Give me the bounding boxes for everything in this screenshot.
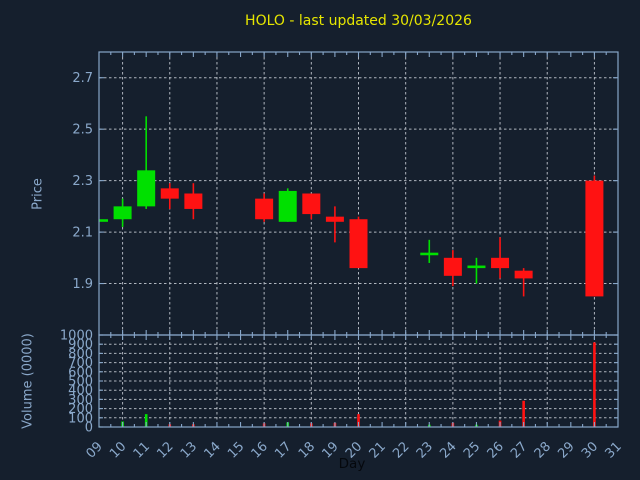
price-tick-label: 2.1 — [72, 226, 93, 241]
day-tick-label: 22 — [390, 439, 412, 461]
day-tick-label: 26 — [485, 439, 507, 461]
volume-bars — [99, 342, 596, 427]
axis-ticks — [99, 52, 618, 428]
candle-body-day-23 — [420, 252, 439, 256]
day-tick-label: 25 — [461, 439, 483, 461]
candle-body-day-19 — [325, 216, 344, 222]
day-tick-label: 24 — [437, 439, 459, 461]
price-tick-label: 2.5 — [72, 123, 93, 138]
day-tick-label: 27 — [508, 439, 530, 461]
volume-tick-label: 900 — [68, 338, 93, 353]
candle-body-day-17 — [278, 190, 297, 222]
volume-tick-label: 100 — [68, 411, 93, 426]
day-tick-label: 31 — [603, 439, 625, 461]
day-tick-label: 10 — [107, 439, 129, 461]
candle-body-day-9 — [99, 219, 108, 222]
gridlines — [99, 52, 618, 427]
candles — [99, 116, 604, 297]
volume-tick-label: 300 — [68, 393, 93, 408]
volume-tick-label: 1000 — [60, 329, 93, 344]
day-tick-label: 28 — [532, 439, 554, 461]
candle-body-day-25 — [467, 265, 486, 269]
volume-tick-label: 500 — [68, 375, 93, 390]
day-tick-label: 09 — [84, 439, 106, 461]
day-tick-label: 23 — [414, 439, 436, 461]
volume-bar-day-30 — [593, 342, 596, 427]
price-tick-label: 2.7 — [72, 71, 93, 86]
volume-tick-label: 0 — [85, 421, 93, 436]
candle-body-day-13 — [184, 193, 203, 209]
candle-body-day-16 — [255, 198, 274, 220]
candle-body-day-12 — [160, 188, 179, 199]
volume-tick-label: 700 — [68, 356, 93, 371]
price-axis-label: Price — [30, 178, 46, 210]
candle-body-day-26 — [491, 257, 510, 269]
volume-bar-day-11 — [144, 414, 148, 427]
tick-labels: 1.9 2.1 2.3 2.5 2.7 0100200300400500600700800… — [60, 71, 625, 461]
price-tick-label: 1.9 — [72, 277, 93, 292]
day-tick-label: 29 — [555, 439, 577, 461]
day-tick-label: 11 — [131, 439, 153, 461]
day-tick-label: 13 — [178, 439, 200, 461]
candle-body-day-10 — [113, 206, 132, 220]
volume-tick-label: 200 — [68, 402, 93, 417]
day-tick-label: 18 — [296, 439, 318, 461]
volume-tick-label: 400 — [68, 384, 93, 399]
day-tick-label: 30 — [579, 439, 601, 461]
candle-body-day-30 — [585, 180, 604, 297]
candle-body-day-11 — [137, 170, 156, 207]
candle-body-day-24 — [443, 257, 462, 276]
price-tick-label: 2.3 — [72, 174, 93, 189]
day-tick-label: 21 — [367, 439, 389, 461]
chart-title: HOLO - last updated 30/03/2026 — [245, 13, 472, 29]
volume-bar-day-27 — [522, 400, 525, 427]
volume-tick-label: 800 — [68, 347, 93, 362]
candle-body-day-18 — [302, 193, 321, 215]
day-tick-label: 16 — [249, 439, 271, 461]
candle-body-day-27 — [514, 270, 533, 279]
candle-body-day-20 — [349, 219, 368, 269]
day-tick-label: 15 — [225, 439, 247, 461]
day-tick-label: 14 — [201, 439, 223, 461]
x-axis-label: Day — [338, 456, 366, 472]
volume-tick-label: 600 — [68, 365, 93, 380]
day-tick-label: 12 — [154, 439, 176, 461]
volume-axis-label: Volume (0000) — [20, 333, 36, 429]
day-tick-label: 17 — [272, 439, 294, 461]
volume-bar-day-20 — [357, 414, 360, 427]
